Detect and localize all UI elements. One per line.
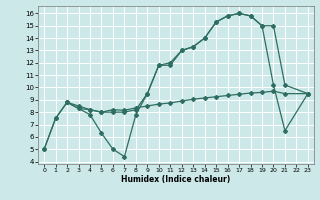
X-axis label: Humidex (Indice chaleur): Humidex (Indice chaleur): [121, 175, 231, 184]
